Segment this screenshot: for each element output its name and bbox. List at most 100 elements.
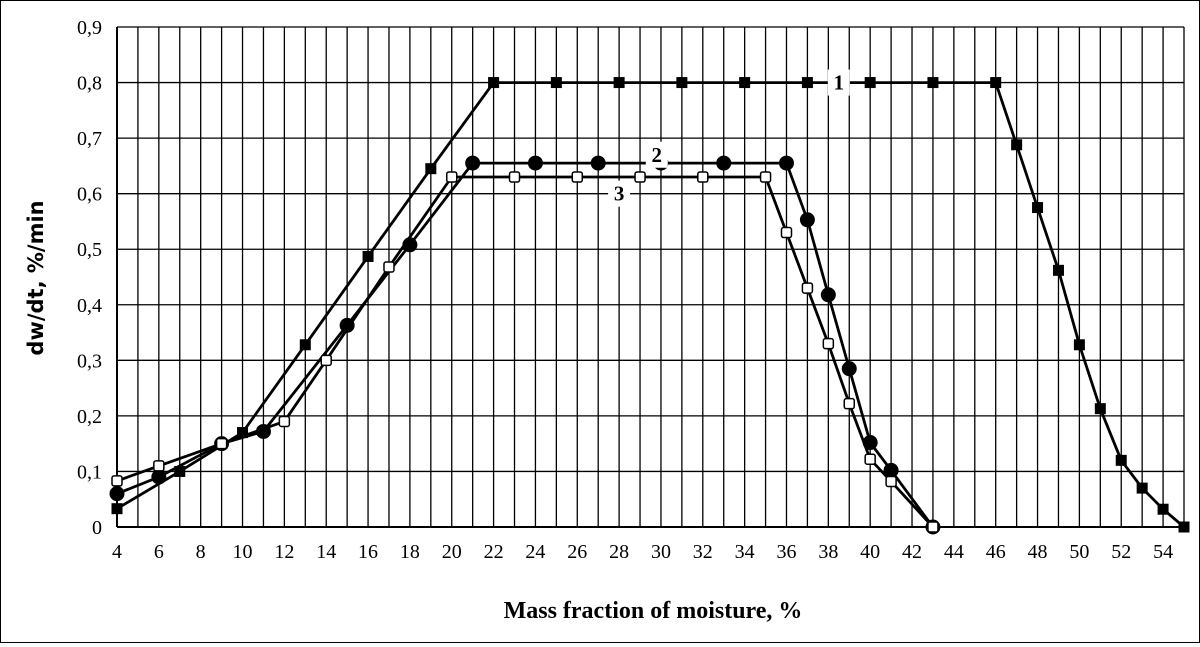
data-point [864,453,876,465]
data-point [1094,403,1106,415]
data-point [383,261,395,273]
x-tick-label: 14 [316,541,336,563]
x-tick-label: 30 [651,541,671,563]
x-tick-label: 18 [400,541,420,563]
x-tick-label: 22 [484,541,504,563]
x-tick-label: 20 [442,541,462,563]
data-point [697,171,709,183]
series-label-bg [608,180,631,207]
y-tick-label: 0,7 [77,128,102,150]
x-tick-label: 10 [233,541,253,563]
series-label-bg [827,69,850,96]
data-point [883,462,899,478]
data-point [1052,264,1064,276]
x-tick-label: 4 [112,541,122,563]
data-point [109,486,125,502]
x-tick-label: 46 [986,541,1006,563]
data-point [1032,202,1044,214]
x-tick-label: 32 [693,541,713,563]
y-axis-title: dw/dt, %/min [24,200,48,355]
x-tick-label: 38 [818,541,838,563]
x-tick-label: 50 [1069,541,1089,563]
data-point [716,155,732,171]
data-point [990,77,1002,89]
data-point [843,397,856,410]
x-tick-label: 54 [1153,541,1173,563]
x-tick-label: 8 [196,541,206,563]
data-point [215,437,228,450]
y-axis-ticks: 0 0,1 0,2 0,3 0,4 0,5 0,6 0,7 0,8 0,9 [77,17,102,539]
x-tick-label: 16 [358,541,378,563]
series-group [109,77,1190,535]
y-tick-label: 0,6 [77,184,102,206]
data-point [425,163,437,175]
data-point [1115,454,1127,466]
series-3 [111,171,939,533]
data-point [739,77,751,89]
x-tick-label: 24 [525,541,545,563]
series-label-3: 3 [614,182,625,206]
x-tick-label: 42 [902,541,922,563]
data-point [151,469,167,485]
series-label-2: 2 [652,143,663,167]
data-point [445,171,458,183]
data-point [278,415,291,428]
data-point [1073,339,1085,351]
x-axis-ticks: 4 6 8 10 12 14 16 18 20 22 24 26 28 30 32 34 36 38 40 42 44 4… [112,541,1173,563]
y-tick-label: 0,8 [77,73,102,95]
x-tick-label: 44 [944,541,964,563]
series-label-1: 1 [834,71,845,95]
data-point [1011,139,1023,151]
data-point [111,503,123,515]
x-tick-label: 34 [735,541,755,563]
data-point [801,77,813,89]
data-point [1136,482,1148,494]
x-tick-label: 36 [776,541,796,563]
y-tick-label: 0,5 [77,239,102,261]
data-point [362,250,374,262]
data-point [799,212,815,228]
y-tick-label: 0,2 [77,406,102,428]
grid [116,26,1185,528]
data-point [885,475,897,488]
x-tick-label: 40 [860,541,880,563]
data-point [778,155,794,171]
x-tick-label: 12 [274,541,294,563]
data-point [111,475,123,487]
x-tick-label: 28 [609,541,629,563]
data-point [780,226,793,239]
data-point [822,337,835,350]
data-point [676,77,688,89]
y-tick-label: 0,1 [77,461,102,483]
x-tick-label: 6 [154,541,164,563]
data-point [508,171,521,183]
data-point [927,521,939,533]
data-point [590,155,606,171]
data-point [801,282,814,294]
series-2 [109,155,941,535]
data-point [864,77,876,89]
x-tick-label: 26 [567,541,587,563]
y-tick-label: 0,9 [77,17,102,39]
data-point [634,171,646,183]
series-labels: 1 2 3 [608,69,850,207]
x-tick-label: 52 [1111,541,1131,563]
data-point [237,427,249,439]
data-point [927,77,939,89]
data-point [488,77,500,89]
data-point [550,77,562,89]
data-point [527,155,543,171]
x-axis-title: Mass fraction of moisture, % [504,598,803,624]
series-label-bg [645,141,668,168]
data-point [1157,503,1169,515]
y-tick-label: 0,4 [77,295,102,317]
data-point [320,354,332,367]
data-point [759,171,772,183]
data-point [465,155,481,171]
x-tick-label: 48 [1028,541,1048,563]
y-tick-label: 0 [92,517,102,539]
data-point [1178,521,1190,533]
data-point [820,287,836,303]
